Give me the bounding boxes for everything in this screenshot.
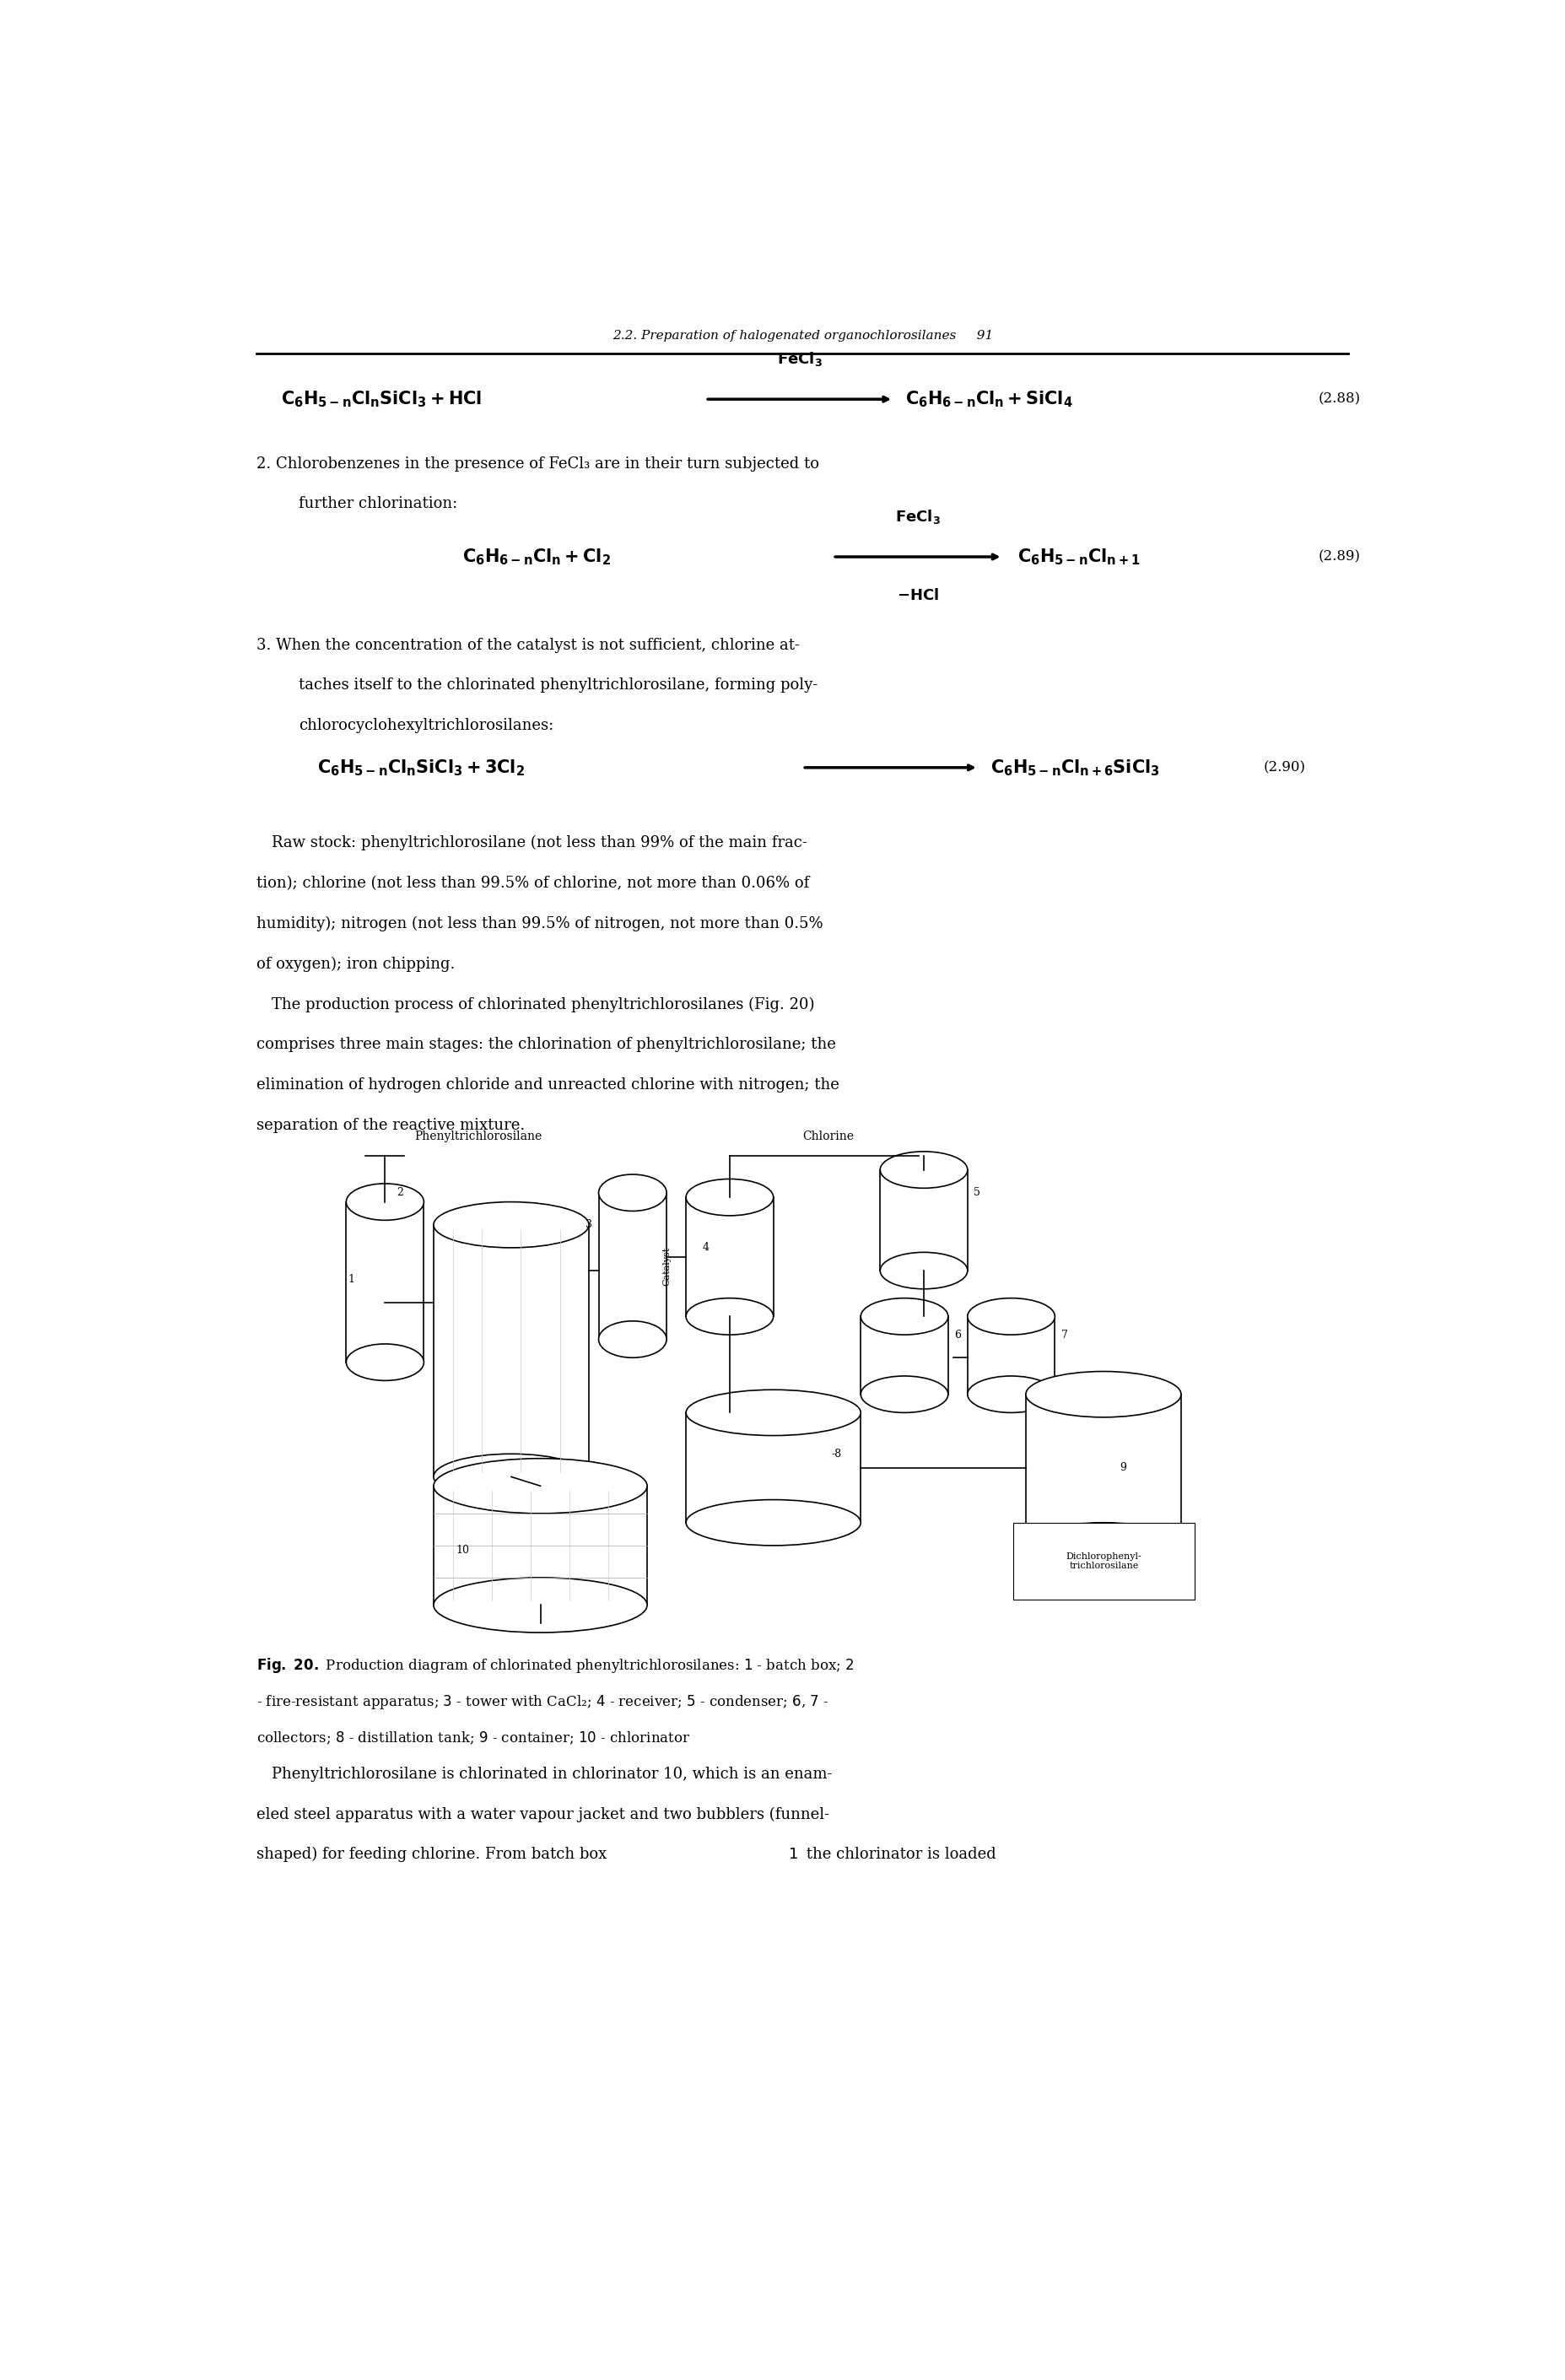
Text: $\mathbf{C_6H_{5-n}Cl_nSiCl_3 + 3Cl_2}$: $\mathbf{C_6H_{5-n}Cl_nSiCl_3 + 3Cl_2}$ — [316, 757, 524, 778]
Ellipse shape — [967, 1297, 1055, 1335]
Text: 2. Chlorobenzenes in the presence of FeCl₃ are in their turn subjected to: 2. Chlorobenzenes in the presence of FeC… — [257, 457, 818, 471]
Ellipse shape — [1025, 1371, 1180, 1416]
Ellipse shape — [434, 1459, 646, 1514]
Bar — [1025, 1395, 1180, 1545]
Text: $\mathbf{C_6H_{6-n}Cl_n + SiCl_4}$: $\mathbf{C_6H_{6-n}Cl_n + SiCl_4}$ — [905, 390, 1072, 409]
Bar — [434, 1226, 588, 1476]
Text: The production process of chlorinated phenyltrichlorosilanes (Fig. 20): The production process of chlorinated ph… — [257, 997, 814, 1011]
Text: (2.90): (2.90) — [1263, 759, 1305, 776]
Ellipse shape — [861, 1297, 948, 1335]
Text: separation of the reactive mixture.: separation of the reactive mixture. — [257, 1119, 524, 1133]
Text: tion); chlorine (not less than 99.5% of chlorine, not more than 0.06% of: tion); chlorine (not less than 99.5% of … — [257, 876, 809, 890]
Text: 2: 2 — [396, 1188, 402, 1197]
Text: $\mathbf{C_6H_{5-n}Cl_nSiCl_3 + HCl}$: $\mathbf{C_6H_{5-n}Cl_nSiCl_3 + HCl}$ — [280, 390, 482, 409]
Bar — [346, 1202, 424, 1361]
Text: further chlorination:: further chlorination: — [299, 497, 457, 512]
Text: $\mathbf{-HCl}$: $\mathbf{-HCl}$ — [897, 588, 939, 602]
Text: 2.2. Preparation of halogenated organochlorosilanes     91: 2.2. Preparation of halogenated organoch… — [612, 328, 992, 340]
Text: 9: 9 — [1119, 1461, 1125, 1473]
Ellipse shape — [685, 1390, 861, 1435]
Text: - fire-resistant apparatus; $\it{3}$ - tower with CaCl₂; $\it{4}$ - receiver; $\: - fire-resistant apparatus; $\it{3}$ - t… — [257, 1692, 828, 1711]
Text: collectors; $\it{8}$ - distillation tank; $\it{9}$ - container; $\it{10}$ - chlo: collectors; $\it{8}$ - distillation tank… — [257, 1730, 690, 1747]
Text: $\mathbf{FeCl_3}$: $\mathbf{FeCl_3}$ — [776, 350, 822, 369]
Ellipse shape — [434, 1578, 646, 1633]
Text: comprises three main stages: the chlorination of phenyltrichlorosilane; the: comprises three main stages: the chlorin… — [257, 1038, 836, 1052]
Text: Raw stock: phenyltrichlorosilane (not less than 99% of the main frac-: Raw stock: phenyltrichlorosilane (not le… — [257, 835, 808, 850]
Text: $\mathbf{C_6H_{6-n}Cl_n + Cl_2}$: $\mathbf{C_6H_{6-n}Cl_n + Cl_2}$ — [463, 547, 610, 566]
Text: (2.89): (2.89) — [1318, 550, 1360, 564]
Text: 7: 7 — [1061, 1330, 1067, 1340]
Ellipse shape — [685, 1297, 773, 1335]
Ellipse shape — [434, 1202, 588, 1247]
Ellipse shape — [598, 1173, 667, 1211]
Bar — [598, 1192, 667, 1340]
Text: Chlorine: Chlorine — [803, 1130, 853, 1142]
Text: shaped) for feeding chlorine. From batch box: shaped) for feeding chlorine. From batch… — [257, 1847, 612, 1864]
Text: $\mathbf{FeCl_3}$: $\mathbf{FeCl_3}$ — [895, 507, 941, 526]
Text: $\mathbf{C_6H_{5-n}Cl_{n+6}SiCl_3}$: $\mathbf{C_6H_{5-n}Cl_{n+6}SiCl_3}$ — [991, 757, 1160, 778]
Text: of oxygen); iron chipping.: of oxygen); iron chipping. — [257, 957, 455, 971]
Ellipse shape — [346, 1345, 424, 1380]
Text: 5: 5 — [973, 1188, 980, 1197]
Text: 1: 1 — [347, 1273, 354, 1285]
Ellipse shape — [346, 1183, 424, 1221]
Text: (2.88): (2.88) — [1318, 393, 1360, 407]
Bar — [685, 1414, 861, 1523]
Text: Dichlorophenyl-
trichlorosilane: Dichlorophenyl- trichlorosilane — [1066, 1552, 1141, 1571]
Ellipse shape — [598, 1321, 667, 1357]
Ellipse shape — [1025, 1523, 1180, 1568]
Text: $\bf{Fig.\ 20.}$ Production diagram of chlorinated phenyltrichlorosilanes: $\it{: $\bf{Fig.\ 20.}$ Production diagram of c… — [257, 1656, 853, 1676]
Text: 4: 4 — [701, 1242, 709, 1254]
Text: chlorocyclohexyltrichlorosilanes:: chlorocyclohexyltrichlorosilanes: — [299, 719, 554, 733]
Text: 3. When the concentration of the catalyst is not sufficient, chlorine at-: 3. When the concentration of the catalys… — [257, 638, 800, 652]
Text: 10: 10 — [455, 1545, 470, 1557]
Text: taches itself to the chlorinated phenyltrichlorosilane, forming poly-: taches itself to the chlorinated phenylt… — [299, 678, 817, 693]
Ellipse shape — [434, 1454, 588, 1499]
Bar — [861, 1316, 948, 1395]
Ellipse shape — [685, 1499, 861, 1545]
Text: humidity); nitrogen (not less than 99.5% of nitrogen, not more than 0.5%: humidity); nitrogen (not less than 99.5%… — [257, 916, 823, 931]
Text: eled steel apparatus with a water vapour jacket and two bubblers (funnel-: eled steel apparatus with a water vapour… — [257, 1806, 829, 1823]
Text: $\mathbf{C_6H_{5-n}Cl_{n+1}}$: $\mathbf{C_6H_{5-n}Cl_{n+1}}$ — [1017, 547, 1139, 566]
Bar — [880, 1171, 967, 1271]
Text: Phenyltrichlorosilane: Phenyltrichlorosilane — [413, 1130, 541, 1142]
Text: $\mathit{1}$: $\mathit{1}$ — [787, 1847, 798, 1861]
Text: Catalyst: Catalyst — [662, 1247, 670, 1285]
Text: 6: 6 — [955, 1330, 961, 1340]
Text: -8: -8 — [831, 1449, 842, 1459]
Text: Phenyltrichlorosilane is chlorinated in chlorinator 10, which is an enam-: Phenyltrichlorosilane is chlorinated in … — [257, 1766, 831, 1783]
Ellipse shape — [880, 1152, 967, 1188]
Ellipse shape — [861, 1376, 948, 1414]
Bar — [967, 1316, 1055, 1395]
FancyBboxPatch shape — [1013, 1523, 1194, 1599]
Ellipse shape — [685, 1178, 773, 1216]
Bar — [685, 1197, 773, 1316]
Bar — [434, 1485, 646, 1604]
Text: 3: 3 — [585, 1219, 592, 1230]
Text: elimination of hydrogen chloride and unreacted chlorine with nitrogen; the: elimination of hydrogen chloride and unr… — [257, 1078, 839, 1092]
Ellipse shape — [967, 1376, 1055, 1414]
Ellipse shape — [880, 1252, 967, 1290]
Text: the chlorinator is loaded: the chlorinator is loaded — [801, 1847, 995, 1861]
